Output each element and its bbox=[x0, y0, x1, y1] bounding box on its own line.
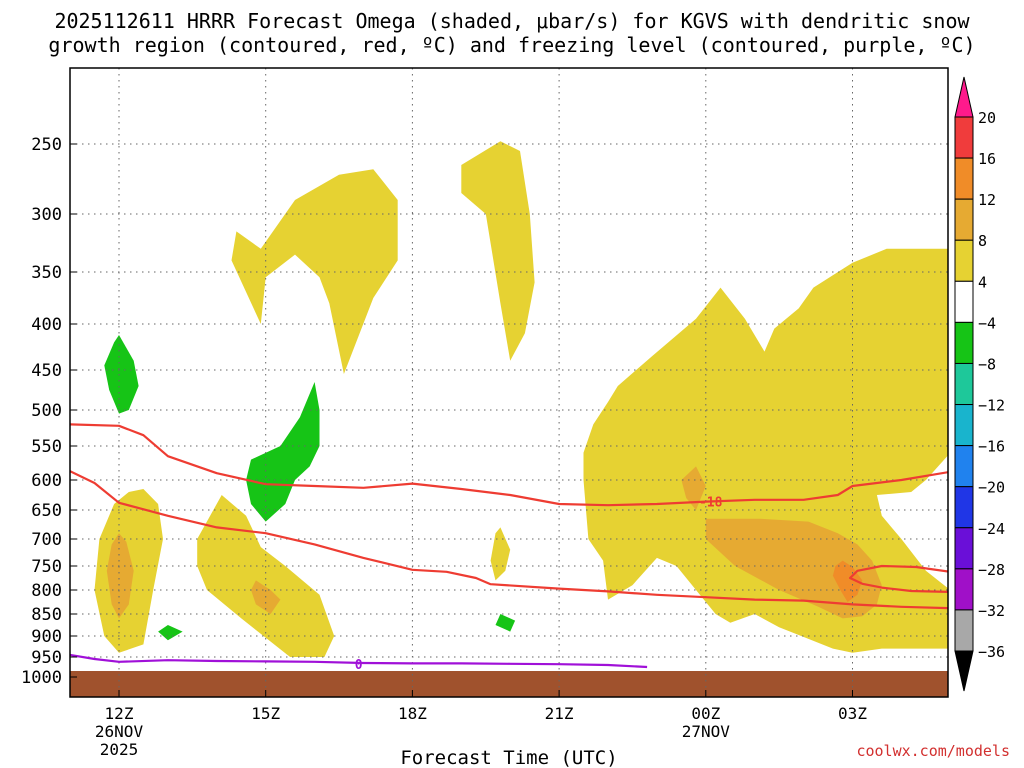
colorbar-segment-2 bbox=[954, 157, 974, 200]
upward-motion-4-to-8-area-2 bbox=[461, 141, 535, 361]
downward-motion-4-to-8-area-3 bbox=[158, 625, 183, 641]
downward-motion-4-to-8-area-4 bbox=[495, 614, 516, 632]
downward-motion-4-to-8-area-1 bbox=[104, 335, 139, 414]
chart-title-line-2: growth region (contoured, red, ºC) and f… bbox=[48, 33, 976, 57]
colorbar-segment-7 bbox=[954, 362, 974, 406]
colorbar-segment-3 bbox=[954, 198, 974, 241]
y-tick-label-1000: 1000 bbox=[21, 668, 62, 688]
x-tick-label-15Z: 15Z bbox=[251, 704, 280, 723]
y-tick-label-800: 800 bbox=[31, 581, 62, 601]
y-tick-label-950: 950 bbox=[31, 648, 62, 668]
upward-motion-8-to-16-area-1 bbox=[106, 533, 134, 619]
colorbar-segment-12 bbox=[954, 568, 974, 611]
y-tick-label-750: 750 bbox=[31, 557, 62, 577]
y-tick-label-250: 250 bbox=[31, 135, 62, 155]
upward-motion-4-to-8-area-4 bbox=[197, 495, 335, 657]
colorbar-label-10: −24 bbox=[978, 520, 1005, 538]
x-tick-year-12Z: 2025 bbox=[100, 740, 139, 759]
chart-title-line-1: 2025112611 HRRR Forecast Omega (shaded, … bbox=[54, 9, 970, 33]
y-tick-label-300: 300 bbox=[31, 205, 62, 225]
freezing-level-contour bbox=[70, 653, 648, 669]
freezing-level-label: 0 bbox=[355, 658, 363, 673]
credit-text: coolwx.com/models bbox=[856, 742, 1010, 760]
colorbar-label-8: −16 bbox=[978, 438, 1005, 456]
dendritic-upper-contour bbox=[70, 423, 948, 507]
colorbar-label-12: −32 bbox=[978, 602, 1005, 620]
dendritic-lower-label: -18 bbox=[699, 496, 723, 511]
colorbar-segment-5 bbox=[954, 280, 974, 323]
x-tick-label-12Z: 12Z bbox=[105, 704, 134, 723]
y-tick-label-400: 400 bbox=[31, 315, 62, 335]
upward-motion-4-to-8-area-1 bbox=[231, 169, 398, 374]
x-tick-date-00Z: 27NOV bbox=[682, 722, 731, 741]
y-tick-label-850: 850 bbox=[31, 605, 62, 625]
colorbar-segment-4 bbox=[954, 239, 974, 282]
colorbar-label-11: −28 bbox=[978, 561, 1005, 579]
colorbar-label-4: 4 bbox=[978, 273, 987, 291]
colorbar-segment-9 bbox=[954, 445, 974, 488]
ground-layer bbox=[70, 671, 948, 697]
x-tick-label-00Z: 00Z bbox=[691, 704, 720, 723]
x-tick-label-21Z: 21Z bbox=[545, 704, 574, 723]
colorbar-segment-11 bbox=[954, 527, 974, 570]
colorbar-segment-8 bbox=[954, 404, 974, 447]
y-tick-label-600: 600 bbox=[31, 471, 62, 491]
colorbar-top-arrow bbox=[954, 76, 974, 118]
x-tick-date-12Z: 26NOV bbox=[95, 722, 144, 741]
colorbar-bottom-arrow bbox=[954, 650, 974, 692]
colorbar-label-13: −36 bbox=[978, 643, 1005, 661]
colorbar-label-6: −8 bbox=[978, 355, 996, 373]
colorbar-label-3: 8 bbox=[978, 232, 987, 250]
y-tick-label-350: 350 bbox=[31, 263, 62, 283]
upward-motion-4-to-8-area-6 bbox=[583, 248, 948, 653]
y-tick-label-700: 700 bbox=[31, 530, 62, 550]
colorbar-label-2: 12 bbox=[978, 191, 996, 209]
x-tick-label-03Z: 03Z bbox=[838, 704, 867, 723]
upward-motion-4-to-8-area-5 bbox=[490, 527, 511, 581]
colorbar-label-7: −12 bbox=[978, 397, 1005, 415]
colorbar-label-9: −20 bbox=[978, 479, 1005, 497]
plot-frame bbox=[69, 67, 949, 698]
y-tick-label-900: 900 bbox=[31, 627, 62, 647]
colorbar-segment-6 bbox=[954, 321, 974, 364]
colorbar-label-0: 20 bbox=[978, 109, 996, 127]
colorbar-segment-1 bbox=[954, 116, 974, 159]
upward-motion-12-to-16-area-1 bbox=[832, 560, 863, 602]
colorbar-segment-13 bbox=[954, 609, 974, 652]
y-tick-label-550: 550 bbox=[31, 437, 62, 457]
x-tick-label-18Z: 18Z bbox=[398, 704, 427, 723]
colorbar-segment-10 bbox=[954, 486, 974, 529]
downward-motion-4-to-8-area-2 bbox=[246, 382, 320, 522]
upward-motion-8-to-16-area-2 bbox=[705, 518, 882, 619]
colorbar-label-5: −4 bbox=[978, 314, 996, 332]
y-tick-label-500: 500 bbox=[31, 401, 62, 421]
dendritic-loop-contour bbox=[849, 564, 948, 593]
colorbar-label-1: 16 bbox=[978, 150, 996, 168]
upward-motion-8-to-16-area-4 bbox=[681, 466, 706, 510]
dendritic-lower-contour bbox=[70, 470, 948, 610]
y-tick-label-450: 450 bbox=[31, 361, 62, 381]
y-tick-label-650: 650 bbox=[31, 501, 62, 521]
x-axis-label: Forecast Time (UTC) bbox=[400, 747, 617, 768]
